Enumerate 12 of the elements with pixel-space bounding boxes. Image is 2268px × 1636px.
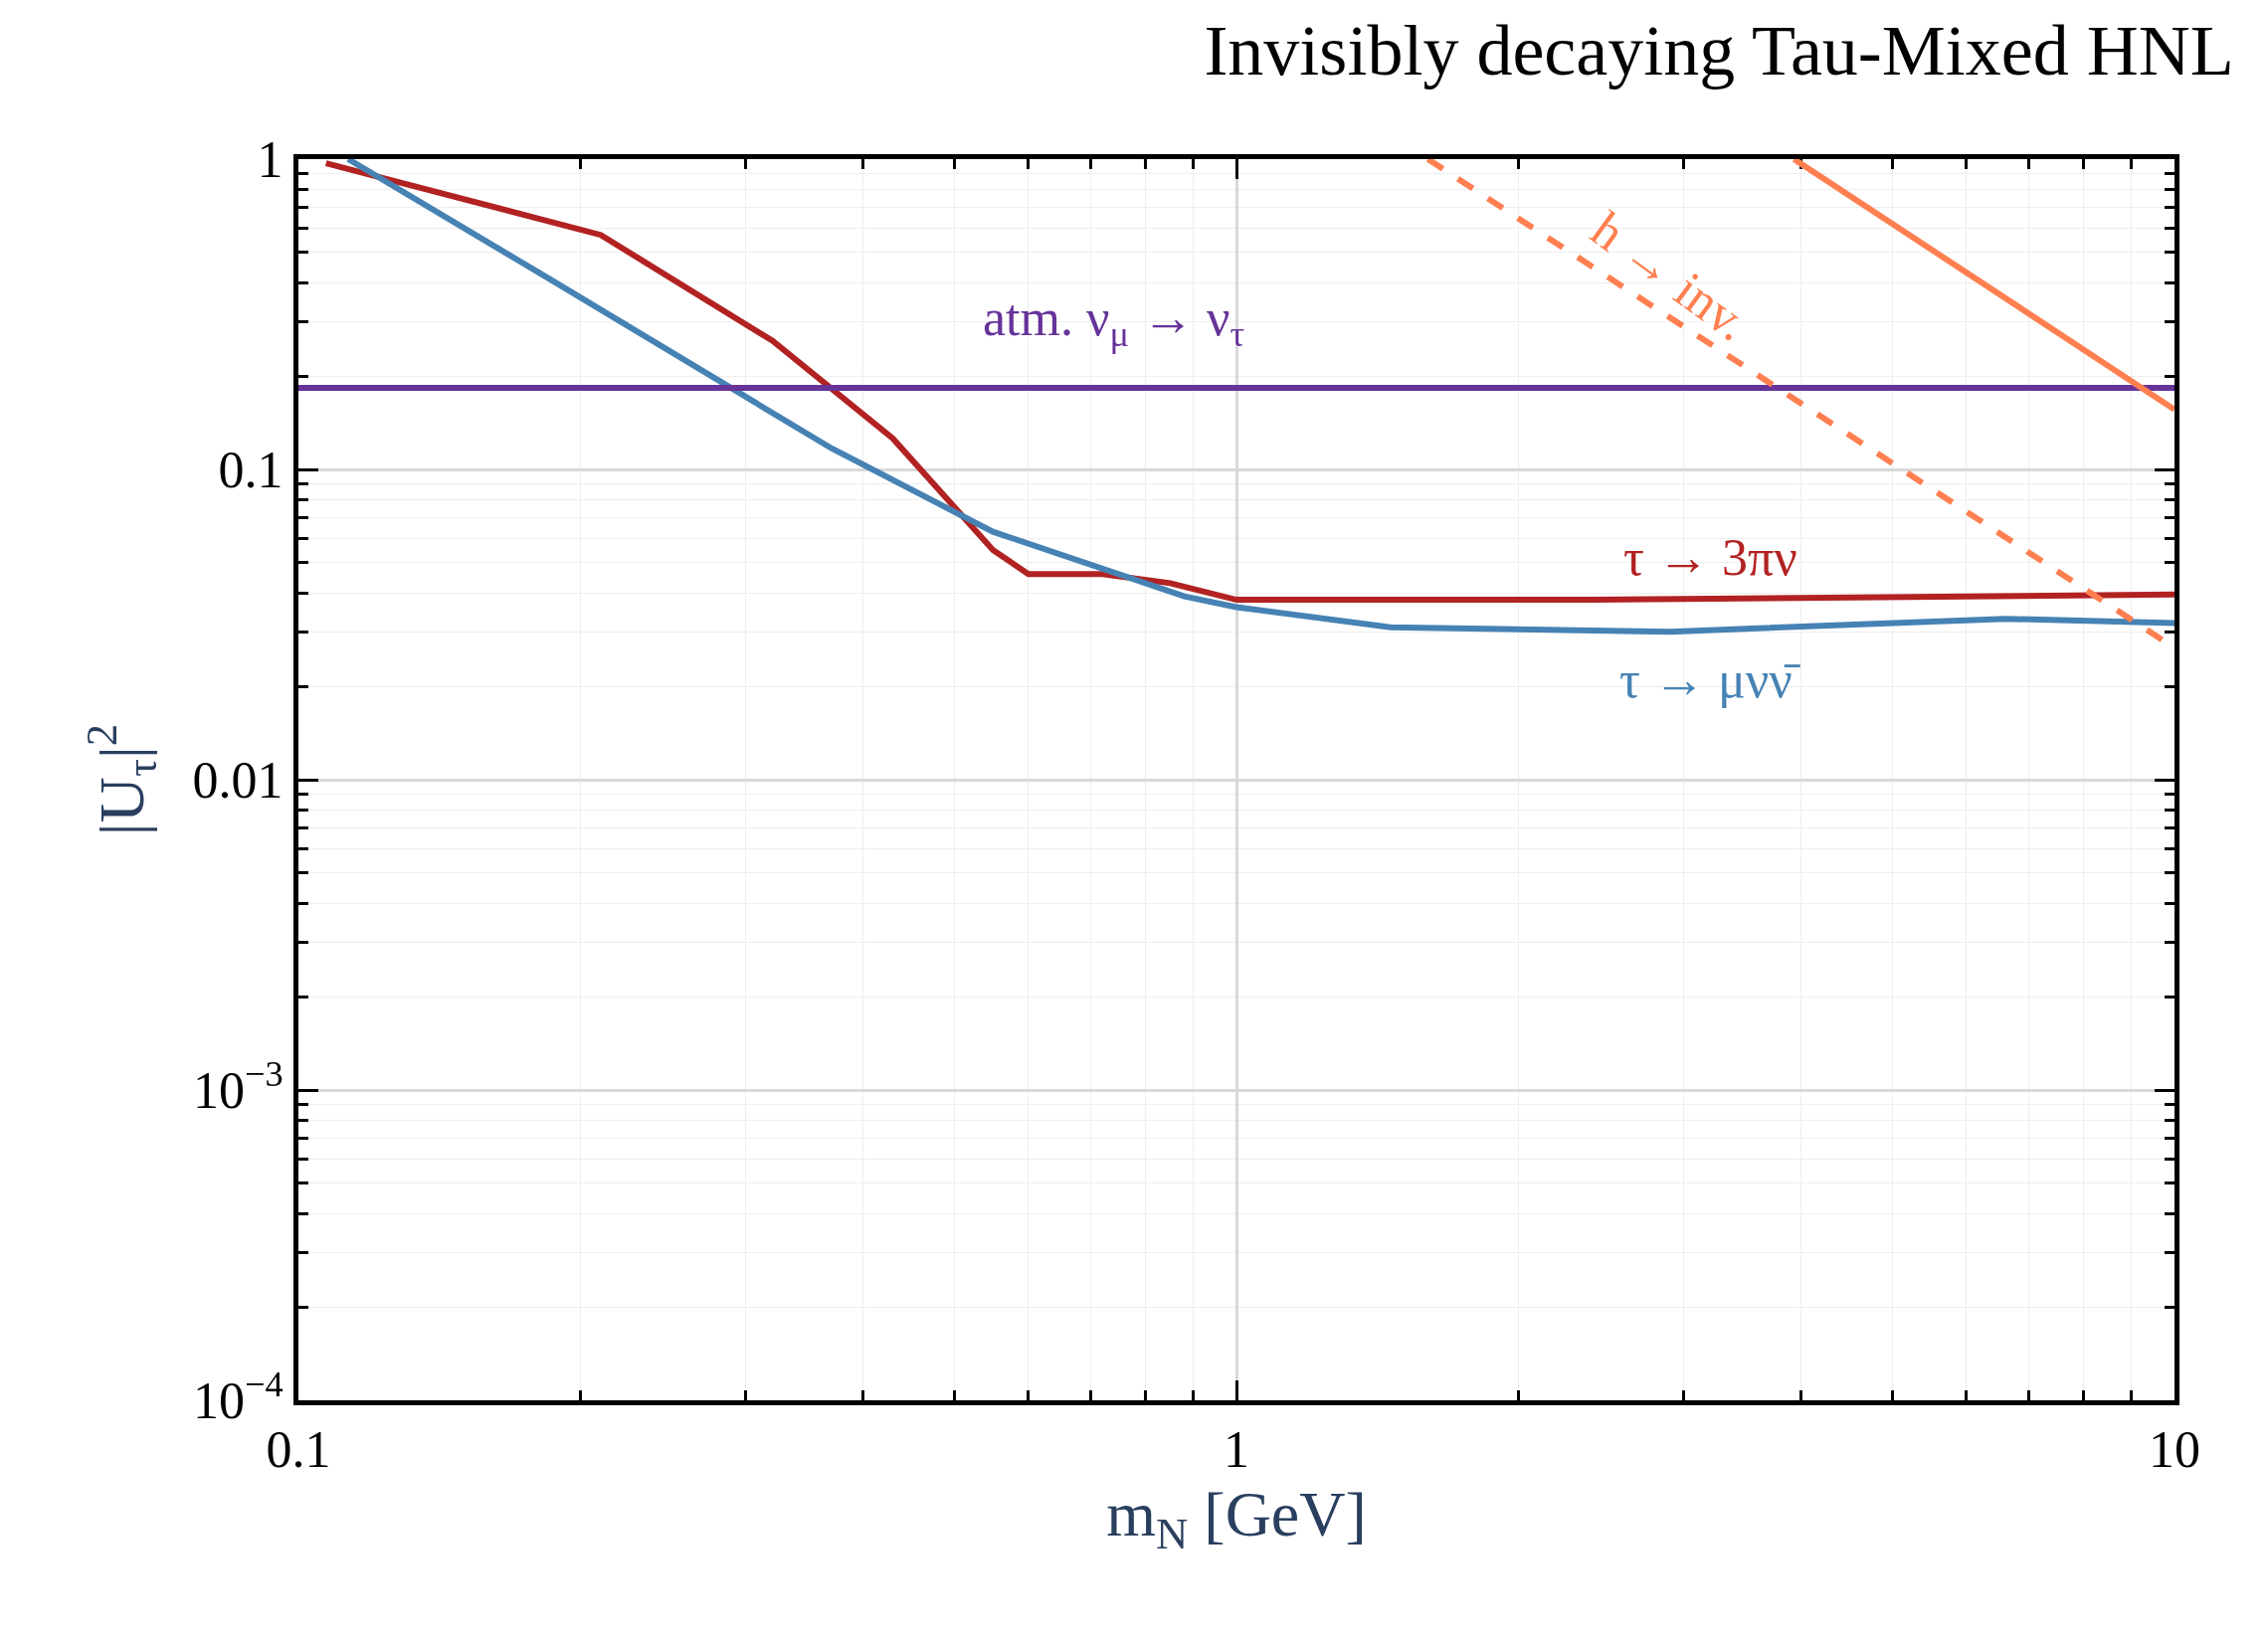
chart-title: Invisibly decaying Tau-Mixed HNL bbox=[1204, 11, 2234, 91]
x-tick-label: 10 bbox=[2149, 1421, 2200, 1479]
text: h → inv. bbox=[1581, 200, 1760, 352]
y-tick-label: 0.01 bbox=[192, 752, 284, 810]
x-axis-title: m$_{N}$ [GeV] bbox=[1106, 1478, 1367, 1559]
x-tick-label: 1 bbox=[1224, 1421, 1249, 1479]
y-tick-label: 10$^{−3}$ bbox=[192, 1054, 284, 1120]
series-label: atm. ν$_{μ}$ → ν$_{τ}$ bbox=[983, 289, 1245, 354]
y-tick-label: 1 bbox=[257, 131, 284, 189]
y-tick-label: 0.1 bbox=[218, 442, 284, 499]
series-label: τ → μνν̄ bbox=[1619, 651, 1800, 708]
series-label: τ → 3πν bbox=[1623, 529, 1797, 586]
